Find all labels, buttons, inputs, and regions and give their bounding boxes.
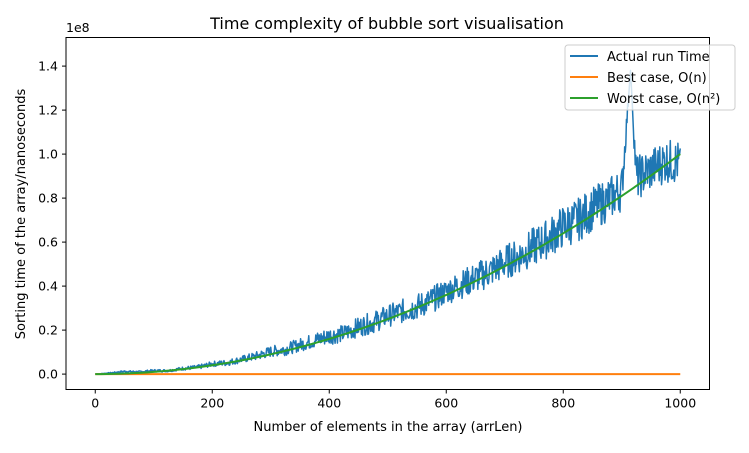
y-tick-label: 0.0 [38,367,58,382]
legend-label-best: Best case, O(n) [607,71,707,86]
y-offset-label: 1e8 [66,20,90,35]
y-axis-label: Sorting time of the array/nanoseconds [14,89,29,340]
y-tick-label: 1.2 [38,103,58,118]
x-axis-label: Number of elements in the array (arrLen) [253,420,522,435]
x-tick-label: 1000 [664,396,696,411]
y-tick-label: 1.0 [38,147,58,162]
y-tick-label: 0.2 [38,323,58,338]
x-tick-label: 0 [91,396,99,411]
plot-series [95,71,680,375]
x-axis-ticks: 0 200 400 600 800 1000 [91,390,696,411]
series-actual-run-time [95,71,680,375]
x-tick-label: 600 [434,396,458,411]
y-tick-label: 0.4 [38,279,58,294]
y-tick-label: 0.8 [38,191,58,206]
x-tick-label: 400 [317,396,341,411]
legend-label-worst: Worst case, O(n²) [607,92,720,107]
y-tick-label: 0.6 [38,235,58,250]
legend: Actual run Time Best case, O(n) Worst ca… [565,45,735,110]
y-tick-label: 1.4 [38,59,58,74]
legend-label-actual: Actual run Time [607,50,710,65]
y-axis-ticks: 0.0 0.2 0.4 0.6 0.8 1.0 1.2 1.4 [38,59,66,382]
chart-title: Time complexity of bubble sort visualisa… [209,14,564,33]
series-worst-case [95,154,680,374]
x-tick-label: 200 [200,396,224,411]
x-tick-label: 800 [551,396,575,411]
